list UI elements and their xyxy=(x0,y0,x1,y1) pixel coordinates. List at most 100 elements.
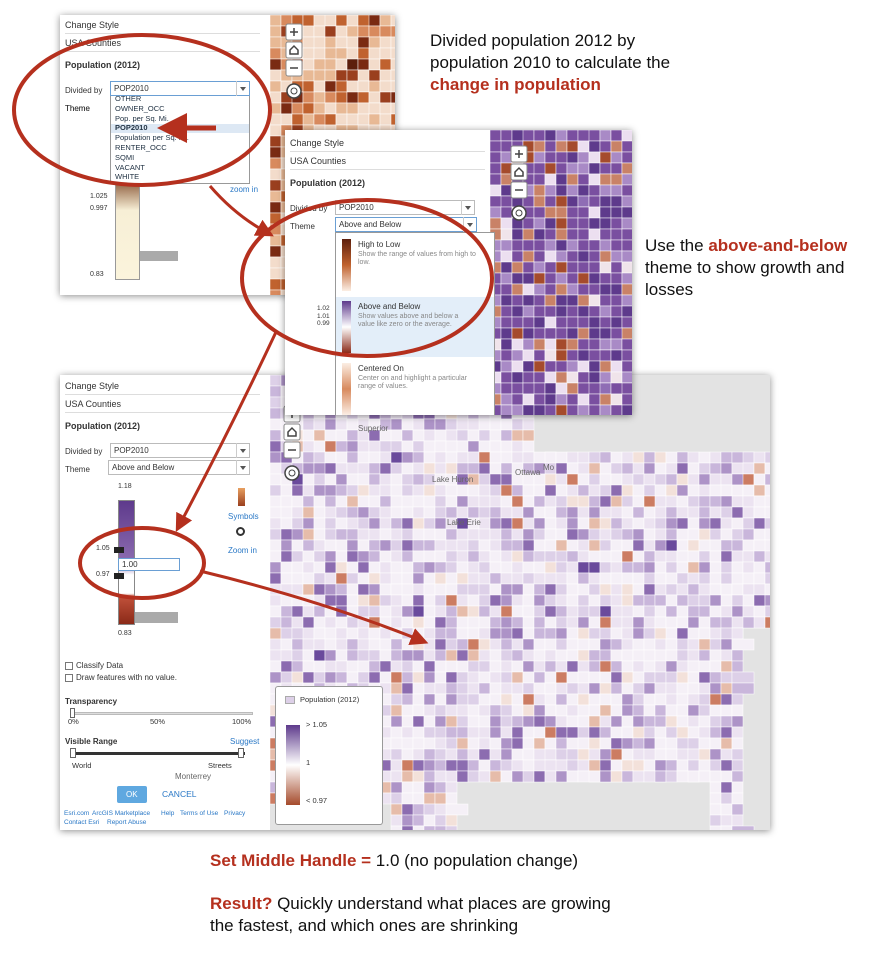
county xyxy=(346,627,359,640)
county xyxy=(555,638,568,651)
dropdown-option[interactable]: Pop. per Sq. Mi. xyxy=(115,113,169,123)
dropdown-option[interactable]: OWNER_OCC xyxy=(115,103,165,113)
county xyxy=(522,550,535,563)
county xyxy=(566,748,579,761)
theme-option[interactable]: Above and Below Show values above and bel… xyxy=(336,297,494,357)
dropdown-option[interactable]: VACANT xyxy=(115,162,145,172)
county xyxy=(280,572,293,585)
theme-option[interactable]: Centered On Center on and highlight a par… xyxy=(336,359,494,415)
county xyxy=(731,825,755,830)
county xyxy=(555,627,568,640)
county xyxy=(434,627,447,640)
county xyxy=(335,113,348,126)
county xyxy=(643,726,656,739)
county xyxy=(423,616,436,629)
county xyxy=(599,360,612,373)
county xyxy=(270,102,282,115)
county xyxy=(302,671,315,684)
dropdown-option[interactable]: Population per Sq. Mi. xyxy=(115,133,189,143)
checkbox[interactable] xyxy=(65,662,73,670)
ok-button[interactable]: OK xyxy=(117,786,147,803)
county xyxy=(643,660,656,673)
county xyxy=(423,825,436,830)
link[interactable]: Zoom in xyxy=(228,546,257,555)
footer-link[interactable]: Help xyxy=(161,810,175,817)
county xyxy=(313,80,326,93)
county xyxy=(511,660,524,673)
county xyxy=(588,715,601,728)
county xyxy=(577,239,590,252)
county xyxy=(412,539,425,552)
county xyxy=(478,506,491,519)
link[interactable]: Symbols xyxy=(228,512,259,521)
theme-name: High to Low xyxy=(358,240,401,249)
county xyxy=(302,113,315,126)
county xyxy=(423,561,436,574)
county xyxy=(731,583,744,596)
dropdown-option[interactable]: RENTER_OCC xyxy=(115,143,167,152)
dropdown-option[interactable]: POP2010 xyxy=(111,124,249,134)
county xyxy=(720,814,733,827)
footer-link[interactable]: ArcGIS Marketplace xyxy=(92,810,151,817)
zoom-icon xyxy=(289,28,299,69)
legend-swatch xyxy=(285,696,295,704)
county xyxy=(357,113,370,126)
county xyxy=(577,228,590,241)
county xyxy=(533,638,546,651)
county xyxy=(577,693,590,706)
county xyxy=(621,316,632,329)
county xyxy=(720,583,733,596)
dropdown-option[interactable]: WHITE xyxy=(115,172,140,182)
county xyxy=(566,616,579,629)
county xyxy=(643,737,656,750)
county xyxy=(500,583,513,596)
checkbox[interactable] xyxy=(65,674,73,682)
county xyxy=(489,473,502,486)
county xyxy=(335,47,348,60)
county xyxy=(588,371,601,384)
button-label[interactable]: CANCEL xyxy=(162,789,197,799)
county xyxy=(676,638,689,651)
county xyxy=(632,528,645,541)
footer-link[interactable]: Report Abuse xyxy=(107,819,147,826)
county xyxy=(270,550,282,563)
dropdown-option[interactable]: SQMI xyxy=(115,152,135,162)
dropdown-option[interactable]: OTHER xyxy=(115,94,142,103)
footer-link[interactable]: Esri.com xyxy=(64,810,90,817)
county xyxy=(511,539,524,552)
footer-link[interactable]: Privacy xyxy=(224,810,246,817)
county xyxy=(753,451,766,464)
county xyxy=(654,484,667,497)
county xyxy=(654,517,667,530)
county xyxy=(324,605,337,618)
caption-text: 1.0 (no population change) xyxy=(375,851,579,870)
county xyxy=(698,550,711,563)
county xyxy=(500,737,513,750)
county xyxy=(533,495,546,508)
county xyxy=(577,404,590,415)
county xyxy=(270,638,282,651)
county xyxy=(621,671,634,684)
county xyxy=(456,737,469,750)
county xyxy=(709,638,722,651)
county xyxy=(643,594,656,607)
county xyxy=(533,250,546,263)
footer-link[interactable]: Contact Esri xyxy=(64,819,100,826)
county xyxy=(588,539,601,552)
county xyxy=(434,825,447,830)
county xyxy=(522,261,535,274)
section-label: Transparency xyxy=(65,697,118,706)
county xyxy=(544,528,557,541)
county xyxy=(467,440,480,453)
link[interactable]: Suggest xyxy=(230,737,260,746)
county xyxy=(357,58,370,71)
theme-option[interactable]: High to Low Show the range of values from… xyxy=(336,235,494,295)
county xyxy=(588,151,601,164)
county xyxy=(533,173,546,186)
county xyxy=(511,506,524,519)
footer-link[interactable]: Terms of Use xyxy=(180,810,219,817)
county xyxy=(500,517,513,530)
county xyxy=(676,616,689,629)
county xyxy=(588,294,601,307)
